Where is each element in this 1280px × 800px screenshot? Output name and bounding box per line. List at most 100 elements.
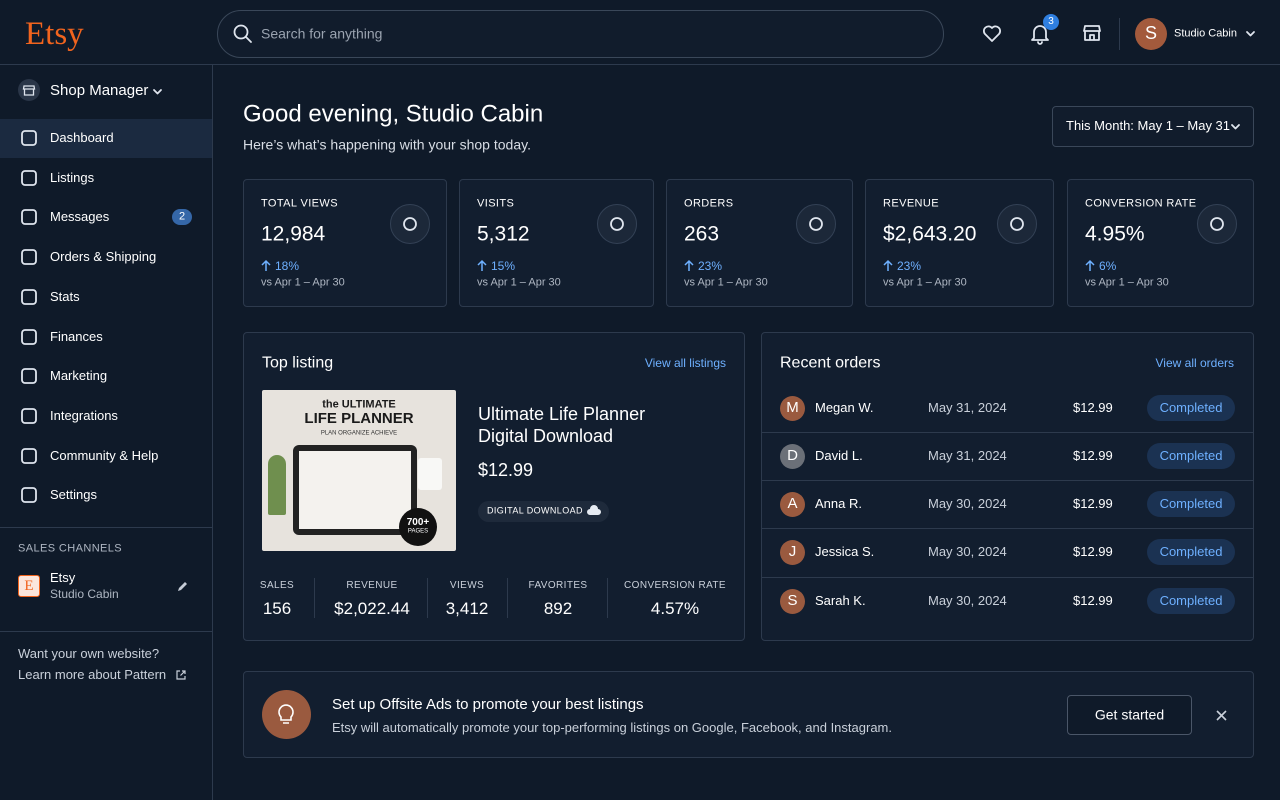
metric-value: 892 — [543, 598, 573, 618]
nav-icon[interactable] — [21, 249, 37, 265]
order-avatar — [780, 589, 805, 614]
nav-item[interactable]: Marketing — [50, 368, 108, 384]
status-pill — [1147, 539, 1235, 565]
metric-label: FAVORITES — [528, 580, 588, 591]
channel-name[interactable]: Etsy — [50, 570, 76, 586]
stat-icon — [610, 217, 624, 231]
bulb-icon — [278, 704, 294, 724]
date-range-button[interactable] — [1052, 106, 1254, 147]
header-separator — [1119, 18, 1120, 50]
header-divider — [0, 64, 1280, 65]
listing-name[interactable]: Digital Download — [478, 426, 614, 447]
metric-label: SALES — [259, 580, 295, 591]
order-avatar — [780, 540, 805, 565]
edit-icon[interactable] — [177, 580, 189, 592]
stat-label: REVENUE — [883, 197, 939, 210]
metric-label: VIEWS — [449, 580, 485, 591]
shop-manager[interactable]: Shop Manager — [50, 82, 149, 99]
nav-icon[interactable] — [21, 487, 37, 504]
trend-up-arrow — [883, 259, 893, 271]
view-all-link[interactable]: View all listings — [644, 355, 726, 370]
order-amount: $12.99 — [1073, 593, 1113, 609]
nav-badge-count: 2 — [178, 210, 186, 223]
nav-item[interactable]: Orders & Shipping — [50, 249, 157, 265]
metric-label: CONVERSION RATE — [624, 580, 726, 591]
order-status: Completed — [1159, 400, 1223, 416]
search-box[interactable] — [217, 10, 944, 58]
nav-icon[interactable] — [21, 447, 37, 464]
nav-icon[interactable] — [21, 130, 37, 146]
shop-manager-glyph — [22, 85, 36, 96]
order-status: Completed — [1159, 544, 1223, 560]
card-title: Top listing — [262, 354, 334, 372]
cloud-icon — [587, 505, 601, 515]
shop-manager-icon — [18, 79, 40, 101]
image-badge-text: 700+ — [406, 517, 430, 528]
stat-change: 18% — [275, 258, 300, 273]
order-amount: $12.99 — [1073, 448, 1113, 464]
customer-name[interactable]: Jessica S. — [815, 544, 875, 560]
metric-divider — [507, 578, 508, 618]
avatar-initial: S — [1144, 23, 1158, 44]
nav-item[interactable]: Settings — [50, 487, 97, 503]
stat-value: 263 — [684, 222, 720, 246]
status-pill — [1147, 395, 1235, 421]
avatar[interactable] — [1135, 18, 1167, 50]
promo-button[interactable] — [1067, 695, 1192, 735]
stat-label: TOTAL VIEWS — [261, 197, 338, 210]
nav-item[interactable]: Community & Help — [50, 447, 159, 463]
promo-text: Etsy will automatically promote your top… — [332, 720, 892, 736]
stat-value: $2,643.20 — [883, 222, 977, 246]
nav-item[interactable]: Finances — [50, 328, 103, 344]
stat-comparison: vs Apr 1 – Apr 30 — [1085, 276, 1169, 289]
order-date: May 30, 2024 — [928, 593, 1007, 609]
order-date: May 31, 2024 — [928, 400, 1007, 416]
stat-comparison: vs Apr 1 – Apr 30 — [477, 276, 561, 289]
nav-icon[interactable] — [21, 209, 37, 226]
nav-icon[interactable] — [21, 368, 37, 385]
close-icon[interactable] — [1216, 710, 1227, 721]
order-amount: $12.99 — [1073, 400, 1113, 416]
promo-button-label[interactable]: Get started — [1094, 706, 1165, 723]
order-avatar-initial: D — [787, 447, 798, 464]
image-text: PLAN ORGANIZE ACHIEVE — [320, 430, 398, 437]
nav-item[interactable]: Dashboard — [50, 130, 114, 146]
customer-name[interactable]: Anna R. — [815, 496, 862, 512]
view-all-link[interactable]: View all orders — [1155, 355, 1234, 370]
nav-item[interactable]: Messages — [50, 209, 110, 225]
account-name[interactable]: Studio Cabin — [1174, 27, 1237, 40]
nav-icon[interactable] — [21, 288, 37, 305]
order-amount: $12.99 — [1073, 496, 1113, 512]
stat-value: 5,312 — [477, 222, 530, 246]
logo[interactable]: Etsy — [25, 16, 84, 53]
date-chevron — [1231, 124, 1240, 130]
promo-title: Set up Offsite Ads to promote your best … — [332, 696, 644, 713]
customer-name[interactable]: Megan W. — [815, 400, 874, 416]
promo-icon-circle — [262, 690, 311, 739]
favorites-icon[interactable] — [982, 24, 1002, 44]
nav-icon[interactable] — [21, 328, 37, 345]
nav-item[interactable]: Stats — [50, 289, 80, 304]
stat-icon-circle — [390, 204, 430, 244]
stat-value: 12,984 — [261, 222, 326, 246]
nav-item[interactable]: Listings — [50, 169, 95, 185]
order-date: May 31, 2024 — [928, 448, 1007, 464]
nav-badge — [172, 209, 192, 226]
nav-icon[interactable] — [21, 407, 37, 424]
stat-icon — [809, 217, 823, 231]
notification-badge — [1043, 14, 1059, 30]
listing-name[interactable]: Ultimate Life Planner — [478, 404, 646, 425]
pattern-link[interactable]: Learn more about Pattern — [18, 667, 167, 683]
shop-icon[interactable] — [1082, 23, 1102, 43]
stat-value: 4.95% — [1085, 222, 1145, 246]
nav-item[interactable]: Integrations — [50, 408, 118, 424]
notifications-icon[interactable] — [1030, 23, 1050, 45]
sidebar-divider — [0, 631, 212, 632]
order-avatar-initial: S — [787, 592, 798, 609]
stat-icon-circle — [997, 204, 1037, 244]
customer-name[interactable]: David L. — [815, 448, 863, 464]
customer-name[interactable]: Sarah K. — [815, 593, 866, 609]
website-prompt: Want your own website? — [18, 646, 160, 662]
nav-icon[interactable] — [21, 169, 37, 186]
